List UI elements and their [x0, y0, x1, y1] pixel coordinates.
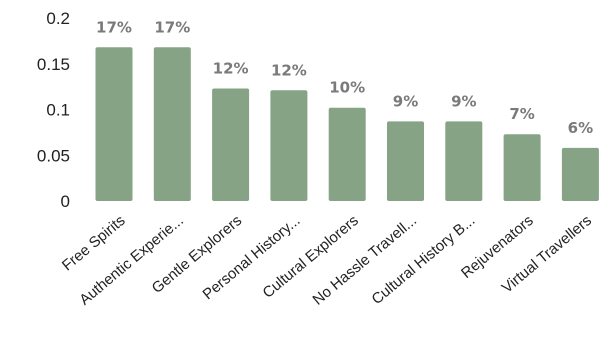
bar	[153, 47, 191, 201]
bar	[270, 90, 308, 201]
x-tick-label: Cultural Explorers	[260, 212, 362, 302]
bar	[328, 107, 366, 201]
data-label: 6%	[568, 119, 593, 137]
y-tick-label: 0.2	[46, 9, 70, 28]
x-tick-label: No Hassle Travell...	[310, 212, 421, 309]
y-tick-label: 0.1	[46, 101, 70, 120]
y-tick-label: 0.15	[37, 55, 70, 74]
data-label: 12%	[271, 61, 307, 79]
data-label: 7%	[509, 105, 534, 123]
x-tick-label: Personal History...	[200, 212, 304, 303]
y-tick-label: 0	[61, 192, 70, 211]
data-label: 9%	[393, 92, 418, 110]
bar	[387, 121, 424, 201]
data-label: 12%	[213, 60, 249, 78]
bar	[503, 134, 541, 201]
data-label: 17%	[154, 18, 190, 36]
bar	[212, 88, 250, 201]
bar	[95, 47, 133, 201]
data-label: 10%	[329, 79, 365, 97]
x-tick-label: Authentic Experie...	[76, 212, 187, 309]
data-label: 9%	[451, 92, 476, 110]
y-tick-label: 0.05	[37, 146, 70, 165]
bar	[561, 147, 599, 201]
data-label: 17%	[96, 18, 132, 36]
bar	[445, 121, 483, 201]
x-tick-label: Cultural History B...	[368, 212, 478, 308]
